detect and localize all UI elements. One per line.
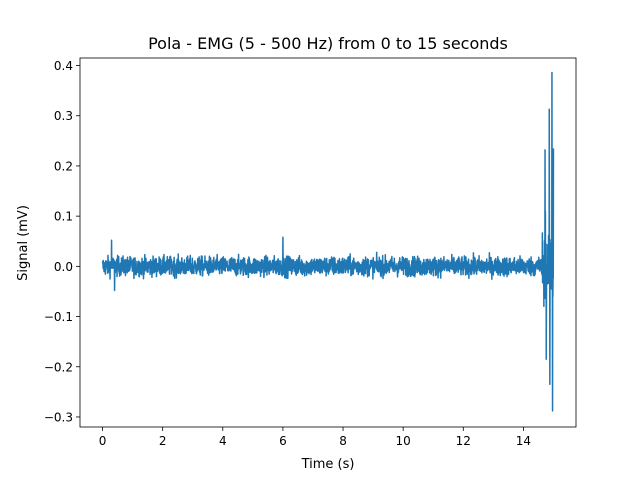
y-tick-label: 0.2	[54, 159, 73, 173]
x-tick-label: 10	[396, 434, 411, 448]
x-tick-label: 6	[279, 434, 287, 448]
x-tick-label: 12	[456, 434, 471, 448]
x-tick-label: 2	[159, 434, 167, 448]
y-axis-label: Signal (mV)	[16, 205, 31, 281]
chart-title: Pola - EMG (5 - 500 Hz) from 0 to 15 sec…	[148, 34, 508, 53]
x-tick-label: 14	[516, 434, 531, 448]
y-axis: −0.3 −0.2 −0.1 0.0 0.1 0.2 0.3 0.4	[44, 59, 80, 424]
y-tick-label: 0.3	[54, 109, 73, 123]
y-tick-label: −0.2	[44, 360, 73, 374]
y-tick-label: −0.3	[44, 410, 73, 424]
x-tick-label: 4	[219, 434, 227, 448]
y-tick-label: 0.0	[54, 260, 73, 274]
plot-frame	[79, 57, 577, 428]
x-axis: 0 2 4 6 8 10 12 14	[99, 427, 531, 448]
x-tick-label: 8	[339, 434, 347, 448]
x-axis-label: Time (s)	[301, 457, 355, 472]
series-line-0	[101, 71, 555, 412]
y-tick-label: 0.1	[54, 210, 73, 224]
y-tick-label: 0.4	[54, 59, 73, 73]
y-tick-label: −0.1	[44, 310, 73, 324]
x-tick-label: 0	[99, 434, 107, 448]
plot-area	[79, 57, 577, 428]
